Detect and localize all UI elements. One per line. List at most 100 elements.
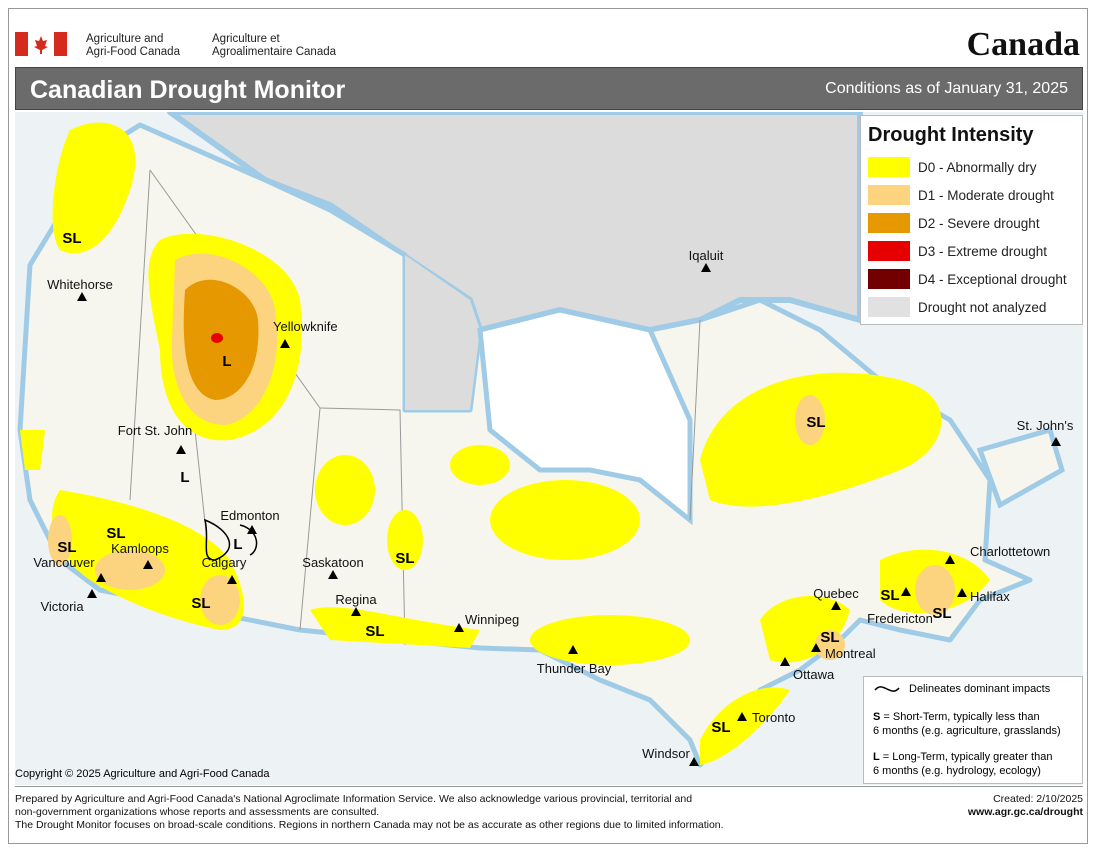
city-marker [280, 339, 290, 348]
legend-swatch [868, 241, 910, 261]
footer-line: Prepared by Agriculture and Agri-Food Ca… [15, 793, 693, 805]
city-label: Fredericton [867, 611, 933, 626]
city-marker [328, 570, 338, 579]
legend-swatch [868, 297, 910, 317]
flag [15, 32, 67, 56]
agency-line: Agriculture et [212, 33, 280, 45]
city-marker [701, 263, 711, 272]
impact-label: SL [806, 414, 825, 431]
city-label: St. John's [1017, 418, 1074, 433]
agency-line: Agriculture and [86, 33, 164, 45]
legend-title: Drought Intensity [868, 124, 1034, 146]
note-letter: S [873, 711, 880, 723]
city-marker [247, 525, 257, 534]
legend-label: D1 - Moderate drought [918, 188, 1054, 203]
impact-label: SL [820, 629, 839, 646]
legend-label: Drought not analyzed [918, 300, 1046, 315]
city-label: Ottawa [793, 667, 835, 682]
city-label: Charlottetown [970, 544, 1050, 559]
city-label: Vancouver [33, 555, 95, 570]
notes-box [863, 676, 1083, 784]
legend-label: D2 - Severe drought [918, 216, 1040, 231]
url: www.agr.gc.ca/drought [967, 806, 1083, 818]
legend: Drought Intensity D0 - Abnormally dry D1 … [860, 115, 1083, 325]
impact-label: SL [62, 230, 81, 247]
impact-label: L [233, 536, 242, 553]
legend-swatch [868, 213, 910, 233]
note-letter: L [873, 751, 880, 763]
city-label: Yellowknife [273, 319, 338, 334]
city-label: Halifax [970, 589, 1010, 604]
impact-label: SL [880, 587, 899, 604]
legend-label: D3 - Extreme drought [918, 244, 1047, 259]
city-marker [780, 657, 790, 666]
impact-label: L [180, 469, 189, 486]
note-text: = Short-Term, typically less than [883, 711, 1039, 723]
city-label: Montreal [825, 646, 876, 661]
impact-label: SL [106, 525, 125, 542]
city-marker [957, 588, 967, 597]
title: Canadian Drought Monitor [30, 76, 346, 104]
city-label: Saskatoon [302, 555, 363, 570]
footer-right: Created: 2/10/2025 www.agr.gc.ca/drought [968, 793, 1083, 819]
frame [8, 8, 1088, 844]
city-label: Edmonton [220, 508, 279, 523]
note-text: = Long-Term, typically greater than [883, 751, 1053, 763]
city-marker [454, 623, 464, 632]
city-label: Whitehorse [47, 277, 113, 292]
agency-line: Agri-Food Canada [86, 46, 180, 58]
city-label: Calgary [202, 555, 247, 570]
city-label: Quebec [813, 586, 859, 601]
note-long-2: 6 months (e.g. hydrology, ecology) [873, 765, 1041, 777]
city-marker [568, 645, 578, 654]
city-marker [96, 573, 106, 582]
title-bar: Canadian Drought Monitor Conditions as o… [15, 67, 1083, 110]
city-label: Fort St. John [118, 423, 192, 438]
city-marker [143, 560, 153, 569]
legend-swatch [868, 269, 910, 289]
city-marker [77, 292, 87, 301]
agency-fr: Agriculture et Agroalimentaire Canada [212, 33, 336, 59]
city-marker [737, 712, 747, 721]
footer-line: The Drought Monitor focuses on broad-sca… [15, 819, 724, 831]
note-long: L = Long-Term, typically greater than [873, 751, 1052, 763]
impact-label: SL [395, 550, 414, 567]
footer-rule [15, 786, 1083, 787]
city-label: Winnipeg [465, 612, 519, 627]
city-label: Iqaluit [689, 248, 724, 263]
impact-label: SL [57, 539, 76, 556]
city-label: Kamloops [111, 541, 169, 556]
city-marker [87, 589, 97, 598]
city-marker [811, 643, 821, 652]
city-marker [831, 601, 841, 610]
agency-line: Agroalimentaire Canada [212, 46, 337, 58]
legend-label: D0 - Abnormally dry [918, 160, 1037, 175]
impact-label: SL [191, 595, 210, 612]
city-marker [227, 575, 237, 584]
impact-label: L [222, 353, 231, 370]
copyright: Copyright © 2025 Agriculture and Agri-Fo… [15, 768, 270, 780]
impact-label: SL [932, 605, 951, 622]
legend-swatch [868, 185, 910, 205]
impact-label: SL [711, 719, 730, 736]
city-marker [351, 607, 361, 616]
footer-line: non-government organizations whose repor… [15, 806, 380, 818]
legend-label: D4 - Exceptional drought [918, 272, 1067, 287]
note-short: S = Short-Term, typically less than [873, 711, 1040, 723]
city-label: Victoria [40, 599, 84, 614]
impact-label: SL [365, 623, 384, 640]
city-marker [945, 555, 955, 564]
city-marker [176, 445, 186, 454]
agency-en: Agriculture and Agri-Food Canada [86, 33, 180, 59]
city-marker [901, 587, 911, 596]
city-label: Regina [335, 592, 377, 607]
delineate-icon [874, 686, 900, 692]
city-marker [1051, 437, 1061, 446]
city-label: Thunder Bay [537, 661, 612, 676]
date: Conditions as of January 31, 2025 [825, 80, 1068, 97]
map: Whitehorse Yellowknife Iqaluit Fort St. Joh… [15, 112, 1083, 785]
legend-items: D0 - Abnormally dry D1 - Moderate drought… [868, 157, 1067, 317]
created: Created: 2/10/2025 [993, 793, 1083, 805]
city-marker [689, 757, 699, 766]
